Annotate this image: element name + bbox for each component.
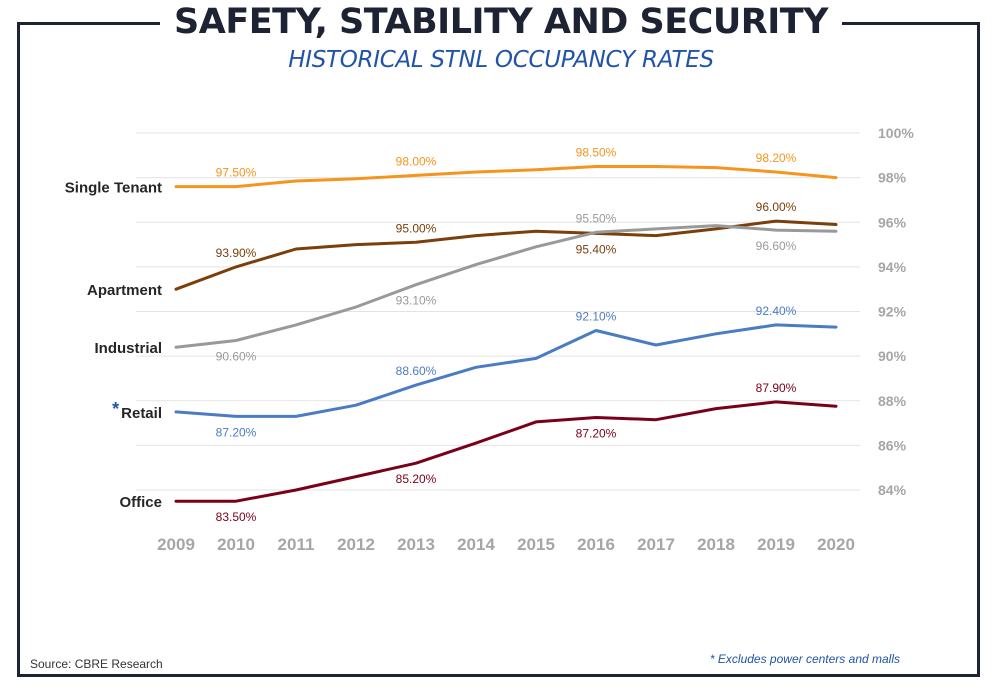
series-label-apartment: Apartment bbox=[87, 282, 162, 299]
data-label: 85.20% bbox=[396, 472, 437, 486]
asterisk-marker: * bbox=[112, 399, 119, 419]
data-label: 98.20% bbox=[756, 151, 797, 165]
data-label: 92.10% bbox=[576, 309, 617, 323]
data-label: 87.90% bbox=[756, 381, 797, 395]
series-line-retail bbox=[174, 323, 838, 418]
data-label: 92.40% bbox=[756, 304, 797, 318]
y-tick-label: 92% bbox=[878, 304, 907, 320]
x-tick-label: 2018 bbox=[697, 535, 735, 554]
y-tick-label: 94% bbox=[878, 259, 907, 275]
x-tick-label: 2010 bbox=[217, 535, 255, 554]
series-line-industrial bbox=[174, 224, 838, 349]
footnote: * Excludes power centers and malls bbox=[709, 652, 900, 666]
data-label: 95.50% bbox=[576, 211, 617, 225]
source-note: Source: CBRE Research bbox=[30, 657, 163, 671]
series-label-single-tenant: Single Tenant bbox=[65, 180, 162, 197]
x-tick-label: 2016 bbox=[577, 535, 615, 554]
page-title: SAFETY, STABILITY AND SECURITY bbox=[160, 0, 842, 44]
data-label: 95.40% bbox=[576, 242, 617, 256]
series-line-single-tenant bbox=[174, 165, 838, 189]
data-label: 90.60% bbox=[216, 350, 257, 364]
x-tick-label: 2020 bbox=[817, 535, 855, 554]
series-label-industrial: Industrial bbox=[94, 340, 162, 357]
y-tick-label: 96% bbox=[878, 214, 907, 230]
y-tick-label: 86% bbox=[878, 437, 907, 453]
x-tick-label: 2019 bbox=[757, 535, 795, 554]
x-tick-label: 2014 bbox=[457, 535, 495, 554]
x-tick-label: 2012 bbox=[337, 535, 375, 554]
y-tick-label: 100% bbox=[878, 125, 914, 141]
data-label: 83.50% bbox=[216, 510, 257, 524]
data-label: 97.50% bbox=[216, 166, 257, 180]
y-tick-label: 88% bbox=[878, 393, 907, 409]
title-wrap: SAFETY, STABILITY AND SECURITY bbox=[0, 0, 1002, 44]
x-tick-label: 2013 bbox=[397, 535, 435, 554]
data-label: 87.20% bbox=[216, 425, 257, 439]
chart-subtitle: HISTORICAL STNL OCCUPANCY RATES bbox=[288, 47, 714, 73]
x-tick-label: 2017 bbox=[637, 535, 675, 554]
series-line-office bbox=[174, 400, 838, 503]
data-label: 93.90% bbox=[216, 246, 257, 260]
data-label: 98.00% bbox=[396, 154, 437, 168]
data-label: 96.60% bbox=[756, 239, 797, 253]
x-tick-label: 2011 bbox=[278, 535, 315, 554]
data-label: 96.00% bbox=[756, 200, 797, 214]
x-tick-label: 2015 bbox=[517, 535, 555, 554]
y-tick-label: 98% bbox=[878, 170, 907, 186]
data-label: 87.20% bbox=[576, 426, 617, 440]
series-label-retail: Retail bbox=[121, 405, 162, 422]
y-tick-label: 84% bbox=[878, 482, 907, 498]
data-label: 93.10% bbox=[396, 294, 437, 308]
x-tick-label: 2009 bbox=[157, 535, 195, 554]
data-label: 95.00% bbox=[396, 221, 437, 235]
y-tick-label: 90% bbox=[878, 348, 907, 364]
data-label: 88.60% bbox=[396, 364, 437, 378]
data-label: 98.50% bbox=[576, 145, 617, 159]
series-label-office: Office bbox=[119, 494, 162, 511]
